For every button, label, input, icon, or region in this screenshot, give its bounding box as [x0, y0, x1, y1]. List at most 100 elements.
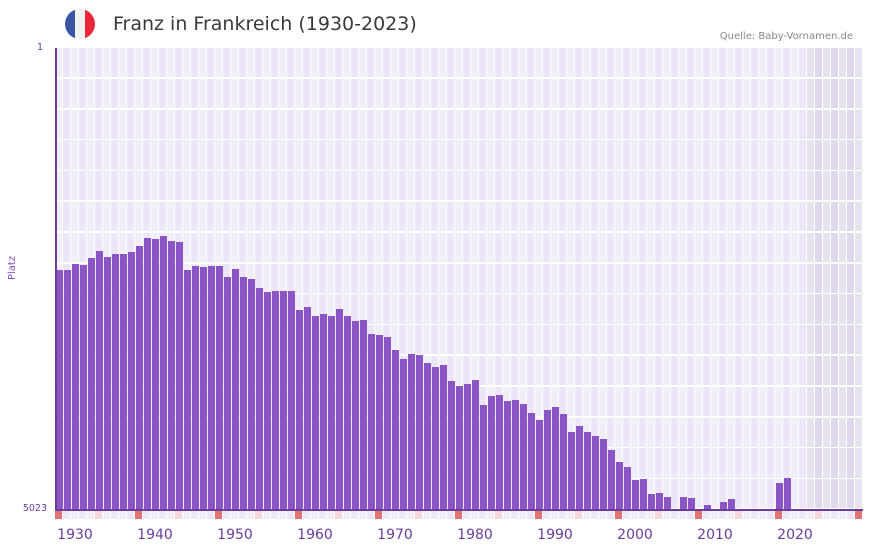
bar-1983[interactable]	[496, 394, 503, 510]
grid-cell	[575, 109, 582, 139]
bar-1997[interactable]	[608, 449, 615, 510]
bar-1936[interactable]	[120, 253, 127, 510]
bar-2006[interactable]	[680, 496, 687, 510]
bar-1941[interactable]	[160, 235, 167, 510]
grid-cell	[679, 386, 686, 417]
bar-1962[interactable]	[328, 315, 335, 510]
bar-1930[interactable]	[72, 263, 79, 510]
bar-1948[interactable]	[216, 265, 223, 510]
bar-1972[interactable]	[408, 353, 415, 510]
bar-1964[interactable]	[344, 315, 351, 510]
bar-1965[interactable]	[352, 320, 359, 510]
bar-1947[interactable]	[208, 265, 215, 510]
grid-cell	[679, 78, 686, 109]
bar-1958[interactable]	[296, 309, 303, 510]
bar-1937[interactable]	[128, 251, 135, 510]
grid-cell	[831, 386, 838, 417]
bar-1949[interactable]	[224, 276, 231, 510]
bar-1953[interactable]	[256, 287, 263, 510]
bar-1975[interactable]	[432, 366, 439, 510]
bar-1991[interactable]	[560, 413, 567, 510]
bar-2011[interactable]	[720, 501, 727, 510]
bar-2019[interactable]	[784, 477, 791, 510]
bar-2003[interactable]	[656, 492, 663, 510]
bar-1928[interactable]	[56, 269, 63, 510]
bar-1955[interactable]	[272, 290, 279, 510]
bar-1933[interactable]	[96, 250, 103, 510]
bar-2012[interactable]	[728, 498, 735, 510]
bar-1945[interactable]	[192, 265, 199, 510]
bar-1939[interactable]	[144, 237, 151, 510]
bar-2001[interactable]	[640, 478, 647, 510]
bar-1938[interactable]	[136, 245, 143, 510]
bar-1970[interactable]	[392, 349, 399, 510]
bar-2007[interactable]	[688, 497, 695, 510]
bar-1957[interactable]	[288, 290, 295, 510]
bar-1974[interactable]	[424, 362, 431, 510]
bar-1998[interactable]	[616, 461, 623, 510]
bar-2018[interactable]	[776, 482, 783, 510]
bar-1982[interactable]	[488, 395, 495, 510]
x-tick-label: 1980	[457, 527, 493, 543]
bar-1935[interactable]	[112, 253, 119, 510]
bar-1986[interactable]	[520, 403, 527, 510]
grid-cell	[239, 78, 246, 109]
bar-1994[interactable]	[584, 431, 591, 510]
bar-1940[interactable]	[152, 238, 159, 510]
bar-1946[interactable]	[200, 266, 207, 510]
grid-cell	[263, 263, 270, 293]
grid-cell	[735, 78, 742, 109]
bar-2009[interactable]	[704, 504, 711, 510]
bar-1963[interactable]	[336, 308, 343, 510]
bar-1987[interactable]	[528, 412, 535, 510]
bar-1942[interactable]	[168, 240, 175, 510]
bar-1951[interactable]	[240, 276, 247, 510]
bar-1978[interactable]	[456, 385, 463, 510]
bar-1971[interactable]	[400, 358, 407, 510]
bar-1984[interactable]	[504, 400, 511, 510]
bar-1966[interactable]	[360, 319, 367, 510]
bar-1943[interactable]	[176, 241, 183, 510]
bar-1989[interactable]	[544, 409, 551, 510]
bar-1932[interactable]	[88, 257, 95, 510]
marker-light	[335, 511, 342, 519]
bar-1934[interactable]	[104, 256, 111, 510]
bar-1967[interactable]	[368, 333, 375, 510]
grid-cell	[823, 479, 830, 509]
marker-light	[255, 511, 262, 519]
bar-1979[interactable]	[464, 383, 471, 510]
bar-1968[interactable]	[376, 334, 383, 510]
bar-1993[interactable]	[576, 425, 583, 510]
grid-cell	[647, 356, 654, 386]
bar-1929[interactable]	[64, 269, 71, 510]
bar-1956[interactable]	[280, 290, 287, 510]
bar-1976[interactable]	[440, 364, 447, 510]
grid-cell	[695, 294, 702, 324]
bar-1988[interactable]	[536, 419, 543, 510]
bar-1969[interactable]	[384, 336, 391, 510]
bar-1996[interactable]	[600, 438, 607, 510]
bar-1977[interactable]	[448, 380, 455, 510]
bar-1985[interactable]	[512, 399, 519, 510]
grid-cell	[655, 140, 662, 170]
bar-1973[interactable]	[416, 354, 423, 510]
grid-cell	[471, 356, 478, 386]
bar-1952[interactable]	[248, 278, 255, 510]
bar-2000[interactable]	[632, 479, 639, 510]
bar-1999[interactable]	[624, 466, 631, 510]
bar-2004[interactable]	[664, 496, 671, 510]
bar-1980[interactable]	[472, 379, 479, 510]
bar-1950[interactable]	[232, 268, 239, 510]
bar-1959[interactable]	[304, 306, 311, 510]
bar-1960[interactable]	[312, 315, 319, 510]
bar-2002[interactable]	[648, 493, 655, 510]
bar-1981[interactable]	[480, 404, 487, 510]
bar-1931[interactable]	[80, 264, 87, 510]
bar-1954[interactable]	[264, 291, 271, 510]
grid-cell	[383, 294, 390, 324]
bar-1990[interactable]	[552, 406, 559, 510]
bar-1944[interactable]	[184, 269, 191, 510]
bar-1995[interactable]	[592, 435, 599, 510]
bar-1961[interactable]	[320, 313, 327, 510]
bar-1992[interactable]	[568, 431, 575, 510]
